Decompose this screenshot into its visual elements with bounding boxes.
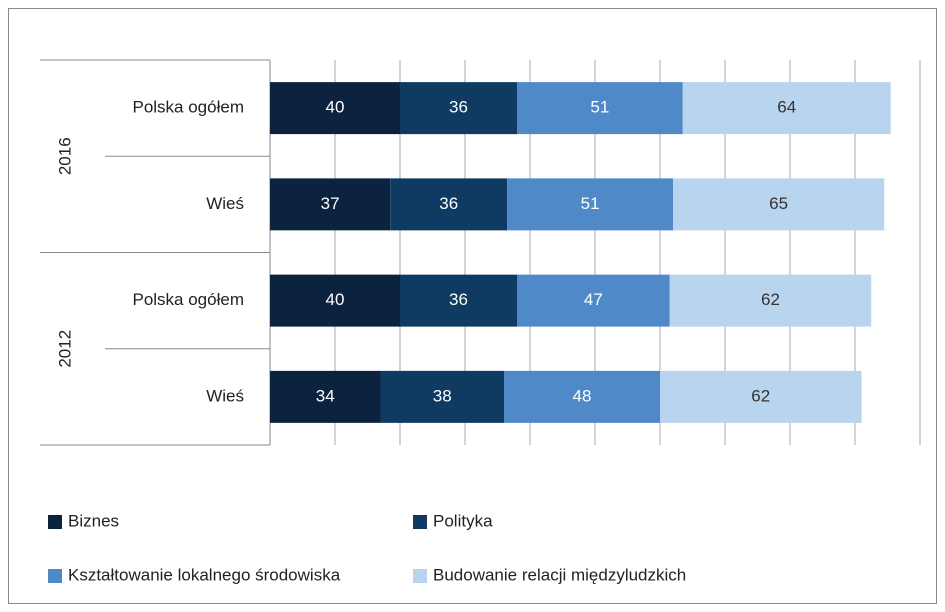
bar-segment — [669, 274, 872, 327]
legend-swatch — [413, 569, 427, 583]
bar-segment — [270, 82, 400, 135]
bar-segment — [400, 274, 517, 327]
legend-label: Biznes — [68, 511, 119, 530]
legend-label: Polityka — [433, 511, 493, 530]
bar-segment — [517, 82, 683, 135]
bar-segment — [270, 178, 391, 231]
legend-swatch — [413, 515, 427, 529]
data-label: 40 — [326, 290, 345, 309]
bar-segment — [682, 82, 891, 135]
group-label: 2012 — [55, 330, 74, 368]
bar-segment — [517, 274, 670, 327]
legend-label: Kształtowanie lokalnego środowiska — [68, 565, 341, 584]
data-label: 36 — [449, 98, 468, 117]
bar-segment — [390, 178, 508, 231]
bar-segment — [507, 178, 673, 231]
data-label: 36 — [449, 290, 468, 309]
data-label: 38 — [433, 386, 452, 405]
y-tick-label: Wieś — [206, 194, 244, 213]
y-tick-label: Polska ogółem — [132, 98, 244, 117]
bar-segment — [400, 82, 517, 135]
data-label: 37 — [321, 194, 340, 213]
data-label: 51 — [581, 194, 600, 213]
legend-swatch — [48, 515, 62, 529]
data-label: 65 — [769, 194, 788, 213]
bar-segment — [673, 178, 885, 231]
y-tick-label: Wieś — [206, 386, 244, 405]
data-label: 47 — [584, 290, 603, 309]
legend-label: Budowanie relacji międzyludzkich — [433, 565, 686, 584]
legend-swatch — [48, 569, 62, 583]
data-label: 36 — [439, 194, 458, 213]
bar-segment — [270, 274, 400, 327]
data-label: 40 — [326, 98, 345, 117]
bar-segment — [504, 370, 660, 423]
group-label: 2016 — [55, 137, 74, 175]
data-label: 64 — [777, 98, 796, 117]
data-label: 48 — [573, 386, 592, 405]
data-label: 62 — [761, 290, 780, 309]
bar-segment — [270, 370, 381, 423]
bar-segment — [660, 370, 862, 423]
data-label: 34 — [316, 386, 335, 405]
data-label: 51 — [590, 98, 609, 117]
data-label: 62 — [751, 386, 770, 405]
bar-segment — [380, 370, 504, 423]
y-tick-label: Polska ogółem — [132, 290, 244, 309]
